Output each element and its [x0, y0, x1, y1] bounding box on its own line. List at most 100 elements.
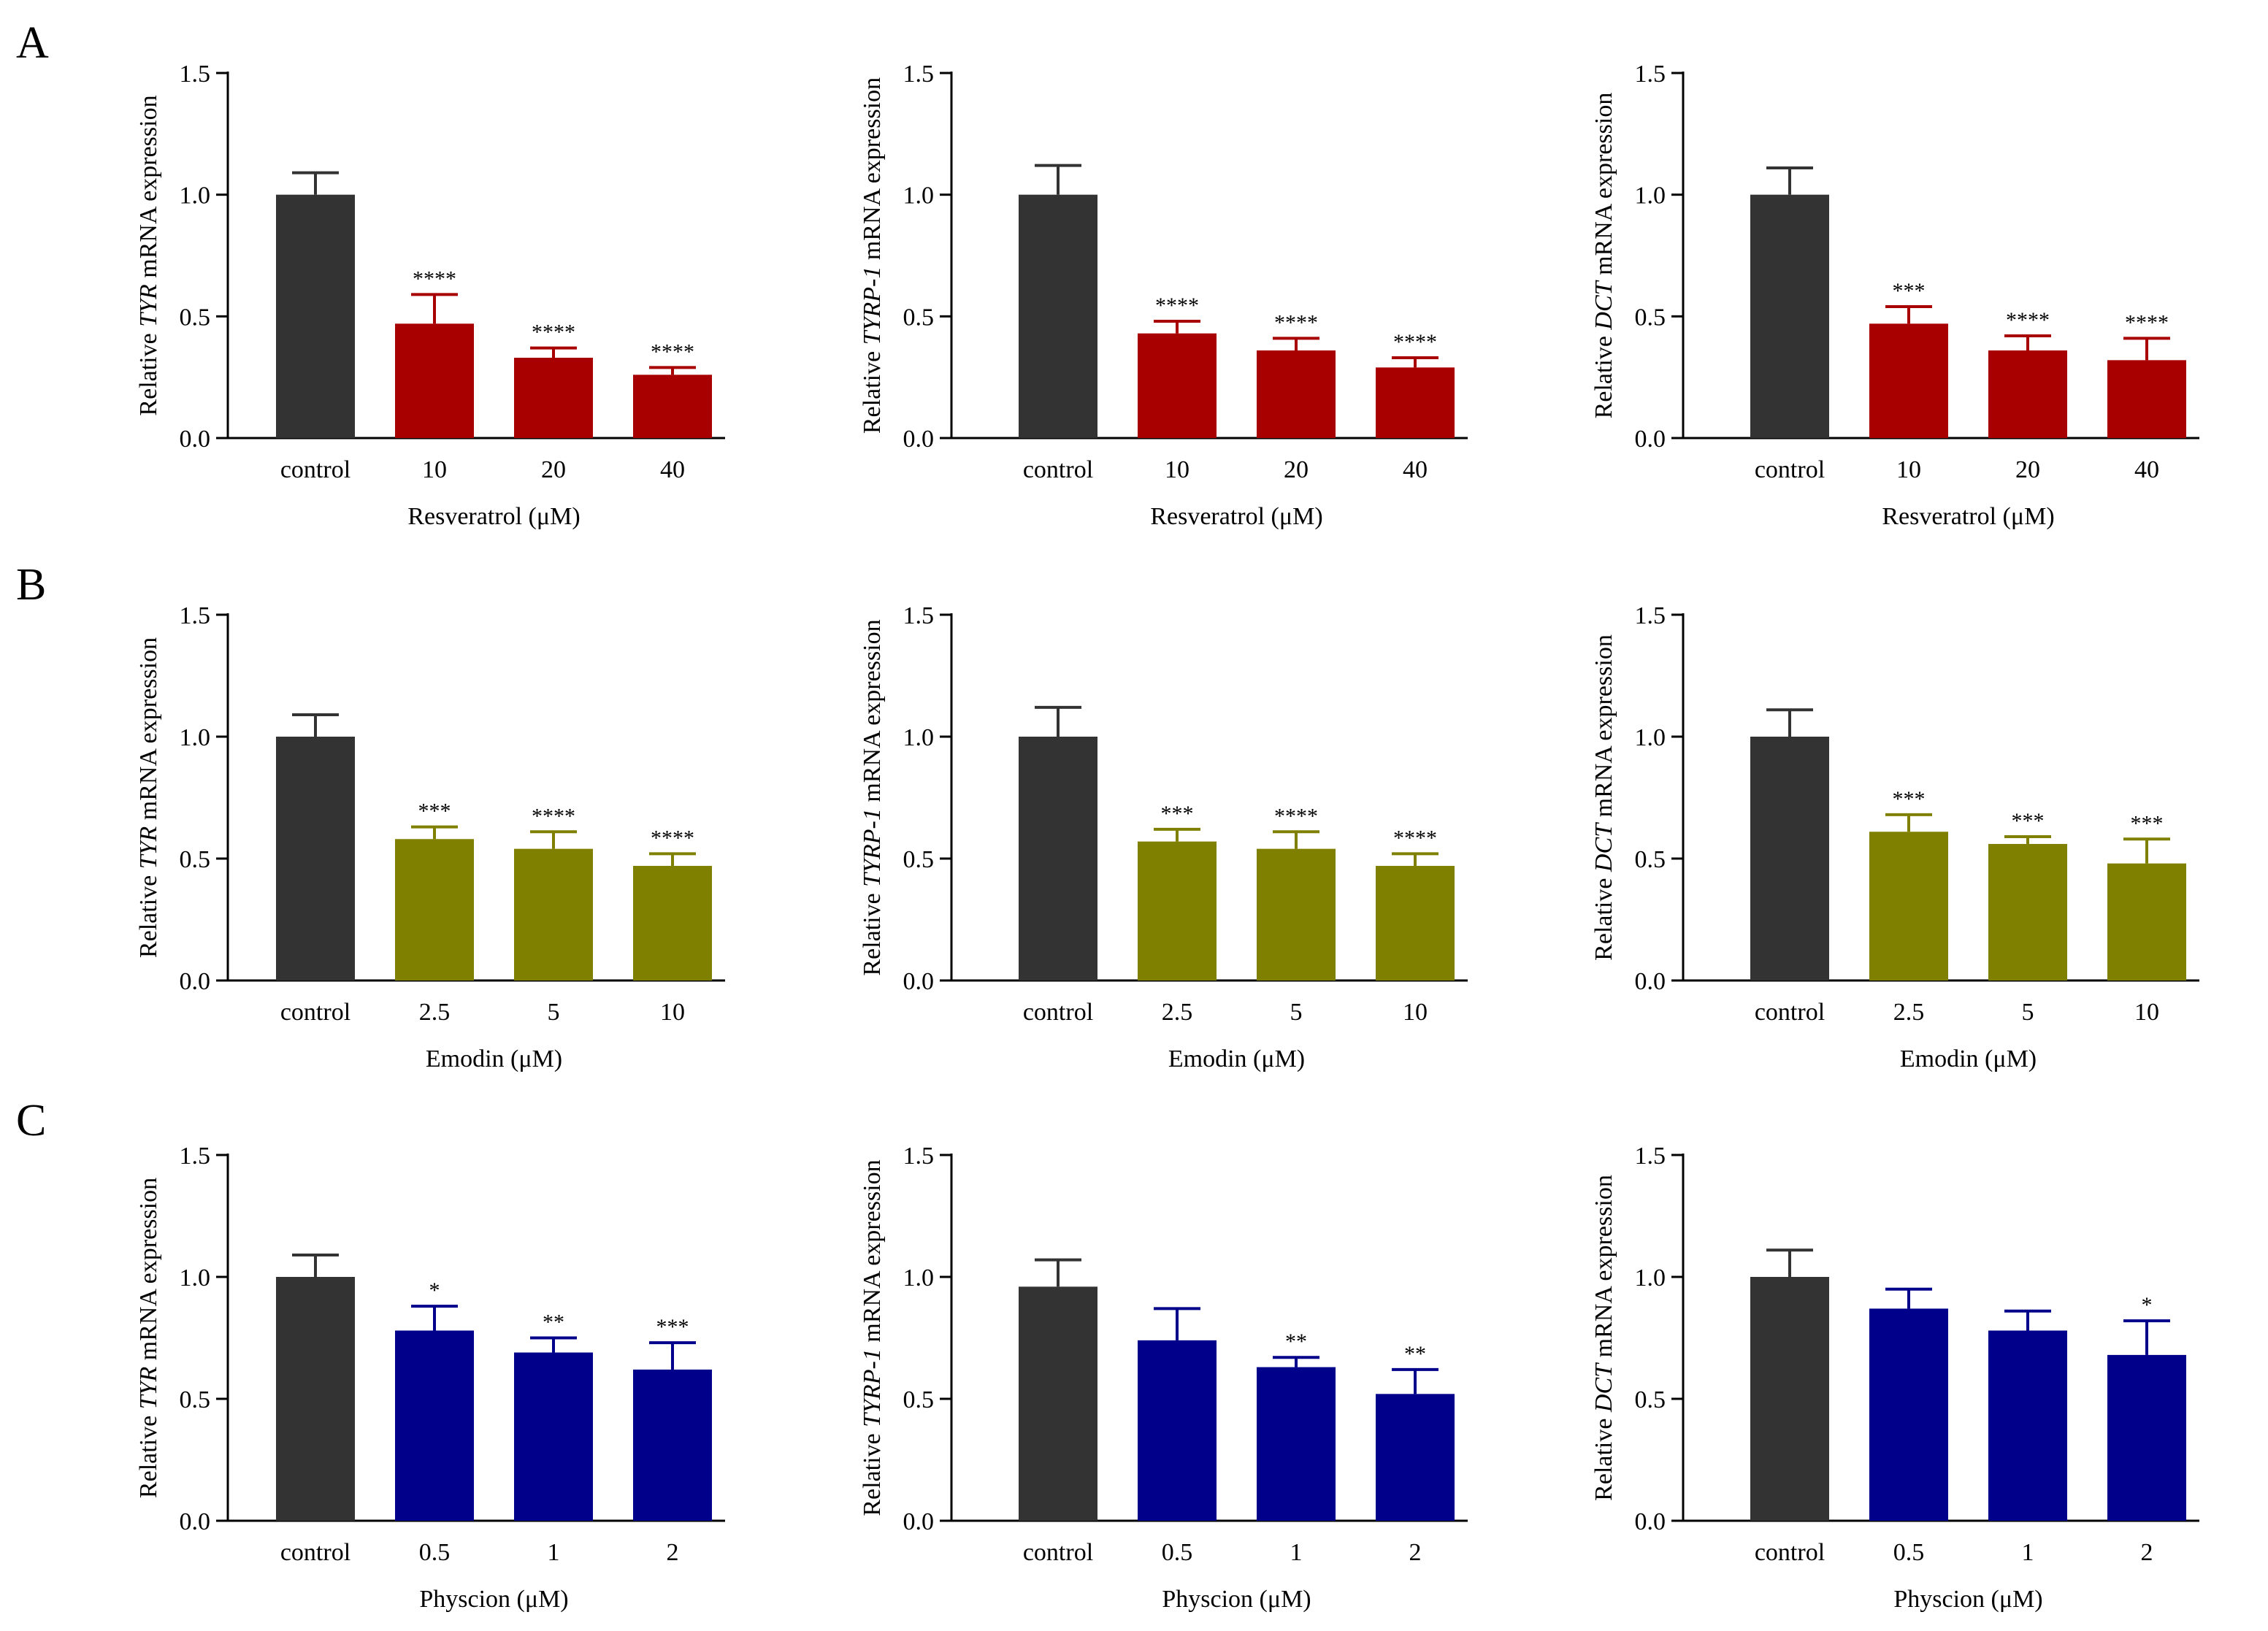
- x-tick-label: 10: [1165, 456, 1189, 483]
- x-axis-title: Physcion (μM): [1162, 1586, 1311, 1613]
- chart-c-tyr: 0.0 0.5 1.0 1.5 Relative TYR mRNA expression…: [135, 1143, 725, 1613]
- x-tick-label: control: [1023, 999, 1093, 1026]
- significance-label: ****: [413, 266, 456, 291]
- panel-label-b: B: [16, 560, 47, 610]
- significance-label: ****: [1155, 293, 1199, 318]
- panel-label-a: A: [16, 18, 49, 68]
- significance-label: ***: [656, 1315, 689, 1339]
- bar-10: [2107, 863, 2186, 980]
- significance-label: **: [1404, 1342, 1426, 1366]
- chart-a-tyr: 0.0 0.5 1.0 1.5 Relative TYR mRNA expression…: [135, 61, 725, 530]
- y-axis-label: Relative DCT mRNA expression: [1590, 634, 1617, 961]
- significance-label: ****: [532, 804, 575, 828]
- x-axis-title: Emodin (μM): [426, 1045, 562, 1072]
- x-axis-title: Physcion (μM): [419, 1586, 568, 1613]
- panel-label-c: C: [16, 1096, 47, 1145]
- significance-label: ***: [1893, 279, 1926, 303]
- x-tick-label: 0.5: [1162, 1539, 1193, 1566]
- chart-b-dct: 0.0 0.5 1.0 1.5 Relative DCT mRNA expression…: [1590, 602, 2199, 1072]
- chart-c-tyrp1: 0.0 0.5 1.0 1.5 Relative TYRP-1 mRNA express…: [859, 1143, 1468, 1613]
- x-tick-label: 2.5: [419, 999, 451, 1026]
- y-tick-label: 1.5: [1635, 1143, 1666, 1170]
- x-axis-title: Emodin (μM): [1168, 1045, 1305, 1072]
- y-tick-label: 1.5: [903, 1143, 935, 1170]
- x-tick-label: 40: [660, 456, 685, 483]
- y-tick-label: 0.5: [1635, 1386, 1666, 1413]
- significance-label: ***: [2012, 809, 2045, 833]
- significance-label: ****: [1393, 330, 1437, 354]
- significance-label: ****: [651, 826, 694, 850]
- bar-2.5: [1138, 841, 1217, 980]
- x-tick-label: 2: [667, 1539, 679, 1566]
- bar-40: [1376, 367, 1455, 438]
- significance-label: ***: [1161, 802, 1194, 826]
- y-tick-label: 1.0: [180, 183, 211, 210]
- bar-5: [514, 848, 593, 980]
- bar-10: [1376, 866, 1455, 980]
- y-axis-label: Relative TYR mRNA expression: [135, 1178, 162, 1498]
- y-tick-label: 1.5: [180, 61, 211, 88]
- significance-label: **: [1285, 1329, 1307, 1354]
- significance-label: *: [429, 1278, 440, 1302]
- y-tick-label: 0.5: [180, 846, 211, 873]
- x-axis-title: Resveratrol (μM): [1882, 503, 2054, 530]
- x-tick-label: control: [280, 999, 350, 1026]
- x-tick-label: 20: [2015, 456, 2040, 483]
- y-tick-label: 0.5: [180, 304, 211, 331]
- x-tick-label: 0.5: [419, 1539, 451, 1566]
- y-tick-label: 1.0: [180, 1264, 211, 1292]
- x-tick-label: 20: [1284, 456, 1309, 483]
- x-tick-label: 1: [1290, 1539, 1303, 1566]
- bar-control: [1750, 1277, 1829, 1521]
- bar-10: [1138, 333, 1217, 438]
- bar-20: [1257, 350, 1336, 438]
- x-tick-label: 2: [2141, 1539, 2153, 1566]
- y-tick-label: 1.0: [903, 183, 935, 210]
- y-axis-label: Relative DCT mRNA expression: [1590, 1175, 1617, 1501]
- y-axis-label: Relative TYR mRNA expression: [135, 95, 162, 415]
- bar-5: [1257, 848, 1336, 980]
- y-tick-label: 1.0: [903, 1264, 935, 1292]
- x-tick-label: control: [1755, 999, 1825, 1026]
- chart-c-dct: 0.0 0.5 1.0 1.5 Relative DCT mRNA expression…: [1590, 1143, 2199, 1613]
- x-tick-label: 0.5: [1893, 1539, 1925, 1566]
- significance-label: **: [543, 1310, 564, 1335]
- chart-a-dct: 0.0 0.5 1.0 1.5 Relative DCT mRNA expression…: [1590, 61, 2199, 530]
- x-tick-label: control: [1755, 1539, 1825, 1566]
- y-tick-label: 0.0: [903, 1508, 935, 1535]
- x-tick-label: 10: [1403, 999, 1428, 1026]
- y-tick-label: 1.5: [903, 61, 935, 88]
- y-tick-label: 1.5: [180, 602, 211, 629]
- bar-10: [1869, 323, 1948, 438]
- x-tick-label: 40: [1403, 456, 1428, 483]
- y-tick-label: 1.5: [1635, 61, 1666, 88]
- y-tick-label: 0.5: [903, 846, 935, 873]
- bar-2.5: [395, 839, 474, 980]
- x-axis-title: Emodin (μM): [1900, 1045, 2037, 1072]
- x-tick-label: 2: [1409, 1539, 1422, 1566]
- x-tick-label: control: [1755, 456, 1825, 483]
- x-tick-label: control: [1023, 1539, 1093, 1566]
- significance-label: ****: [532, 321, 575, 345]
- chart-b-tyrp1: 0.0 0.5 1.0 1.5 Relative TYRP-1 mRNA express…: [859, 602, 1468, 1072]
- y-tick-label: 1.0: [180, 724, 211, 751]
- y-tick-label: 1.0: [1635, 724, 1666, 751]
- x-tick-label: 2.5: [1162, 999, 1193, 1026]
- x-tick-label: 10: [1896, 456, 1921, 483]
- significance-label: ****: [1274, 310, 1318, 334]
- bar-control: [1750, 194, 1829, 438]
- y-tick-label: 0.5: [1635, 846, 1666, 873]
- bar-2: [2107, 1354, 2186, 1521]
- y-axis-label: Relative TYR mRNA expression: [135, 637, 162, 958]
- y-axis-label: Relative TYRP-1 mRNA expression: [859, 1159, 886, 1516]
- bar-1: [514, 1352, 593, 1521]
- y-tick-label: 1.5: [1635, 602, 1666, 629]
- x-tick-label: 5: [548, 999, 560, 1026]
- x-axis-title: Resveratrol (μM): [1150, 503, 1322, 530]
- x-tick-label: 1: [548, 1539, 560, 1566]
- bar-control: [1019, 194, 1097, 438]
- significance-label: *: [2142, 1293, 2153, 1317]
- bar-2: [1376, 1394, 1455, 1521]
